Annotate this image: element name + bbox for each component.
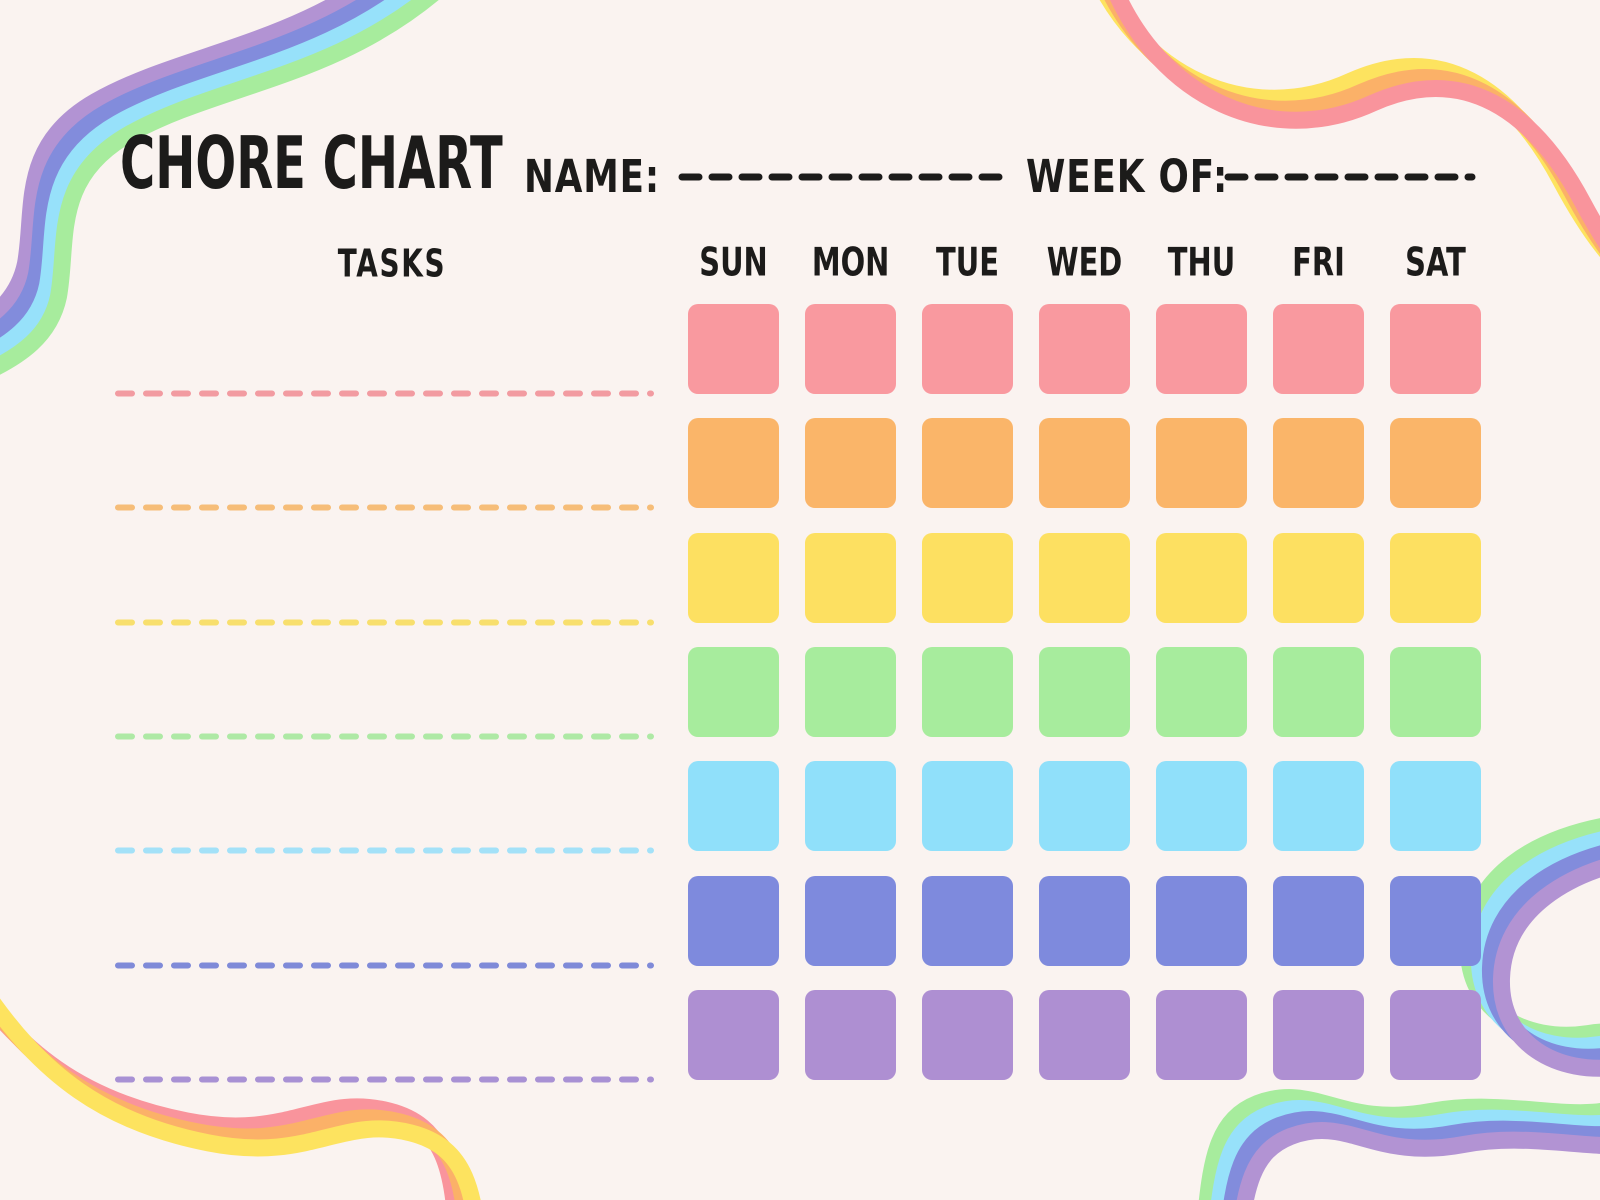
chore-cell-row4-thu[interactable] — [1156, 647, 1247, 737]
chore-cell-row5-wed[interactable] — [1039, 761, 1130, 851]
task-name-field-1[interactable] — [118, 342, 651, 390]
chore-cell-row2-fri[interactable] — [1273, 418, 1364, 508]
chore-cell-row5-mon[interactable] — [805, 761, 896, 851]
task-lines — [115, 390, 654, 1083]
day-header-sun: SUN — [699, 240, 768, 286]
task-name-field-6[interactable] — [118, 914, 651, 962]
day-header-fri: FRI — [1292, 240, 1345, 286]
chore-cell-row1-sun[interactable] — [688, 304, 779, 394]
day-header-thu: THU — [1167, 240, 1236, 286]
day-header-tue: TUE — [936, 240, 999, 286]
task-name-field-2[interactable] — [118, 456, 651, 504]
chore-cell-row6-wed[interactable] — [1039, 876, 1130, 966]
chore-cell-row5-sun[interactable] — [688, 761, 779, 851]
chore-cell-row2-sun[interactable] — [688, 418, 779, 508]
chore-cell-row1-wed[interactable] — [1039, 304, 1130, 394]
chore-cell-row5-tue[interactable] — [922, 761, 1013, 851]
chore-cell-row3-fri[interactable] — [1273, 533, 1364, 623]
chore-cell-row2-thu[interactable] — [1156, 418, 1247, 508]
chore-cell-row3-tue[interactable] — [922, 533, 1013, 623]
chore-cell-row5-sat[interactable] — [1390, 761, 1481, 851]
task-name-field-7[interactable] — [118, 1028, 651, 1076]
chore-cell-row4-wed[interactable] — [1039, 647, 1130, 737]
day-header-wed: WED — [1046, 240, 1123, 286]
chore-cell-row3-sun[interactable] — [688, 533, 779, 623]
chore-cell-row6-fri[interactable] — [1273, 876, 1364, 966]
chore-cell-row6-sat[interactable] — [1390, 876, 1481, 966]
chore-cell-row1-tue[interactable] — [922, 304, 1013, 394]
chore-cell-row4-mon[interactable] — [805, 647, 896, 737]
day-header-sat: SAT — [1405, 240, 1466, 286]
chore-cell-row6-thu[interactable] — [1156, 876, 1247, 966]
task-name-field-3[interactable] — [118, 571, 651, 619]
chore-cell-row7-wed[interactable] — [1039, 990, 1130, 1080]
name-label: NAME: — [524, 150, 660, 203]
chore-cell-row4-tue[interactable] — [922, 647, 1013, 737]
chore-cell-row5-thu[interactable] — [1156, 761, 1247, 851]
name-field[interactable] — [676, 136, 1014, 180]
chore-cell-row5-fri[interactable] — [1273, 761, 1364, 851]
task-name-field-5[interactable] — [118, 799, 651, 847]
page-title: CHORE CHART — [120, 122, 503, 206]
chore-cell-row1-sat[interactable] — [1390, 304, 1481, 394]
chore-cell-row4-fri[interactable] — [1273, 647, 1364, 737]
week-of-label: WEEK OF: — [1026, 150, 1229, 203]
chore-cell-row1-mon[interactable] — [805, 304, 896, 394]
task-name-field-4[interactable] — [118, 685, 651, 733]
chore-cell-row1-thu[interactable] — [1156, 304, 1247, 394]
chore-cell-row2-wed[interactable] — [1039, 418, 1130, 508]
chore-cell-row3-thu[interactable] — [1156, 533, 1247, 623]
chore-cell-row1-fri[interactable] — [1273, 304, 1364, 394]
tasks-column-header: TASKS — [337, 242, 447, 287]
chore-cell-row6-sun[interactable] — [688, 876, 779, 966]
chore-cell-row3-sat[interactable] — [1390, 533, 1481, 623]
chore-cell-row2-tue[interactable] — [922, 418, 1013, 508]
chore-cell-row2-sat[interactable] — [1390, 418, 1481, 508]
chore-cell-row6-tue[interactable] — [922, 876, 1013, 966]
week-of-field[interactable] — [1222, 136, 1476, 180]
chore-cell-row6-mon[interactable] — [805, 876, 896, 966]
chore-cell-row7-fri[interactable] — [1273, 990, 1364, 1080]
chore-cell-row4-sun[interactable] — [688, 647, 779, 737]
chore-cell-row3-mon[interactable] — [805, 533, 896, 623]
chore-cell-row7-thu[interactable] — [1156, 990, 1247, 1080]
day-header-mon: MON — [811, 240, 890, 286]
chore-cell-row4-sat[interactable] — [1390, 647, 1481, 737]
chore-cell-row2-mon[interactable] — [805, 418, 896, 508]
chore-cell-row3-wed[interactable] — [1039, 533, 1130, 623]
chore-cell-row7-mon[interactable] — [805, 990, 896, 1080]
chore-cell-row7-tue[interactable] — [922, 990, 1013, 1080]
chore-cell-row7-sat[interactable] — [1390, 990, 1481, 1080]
chore-cell-row7-sun[interactable] — [688, 990, 779, 1080]
